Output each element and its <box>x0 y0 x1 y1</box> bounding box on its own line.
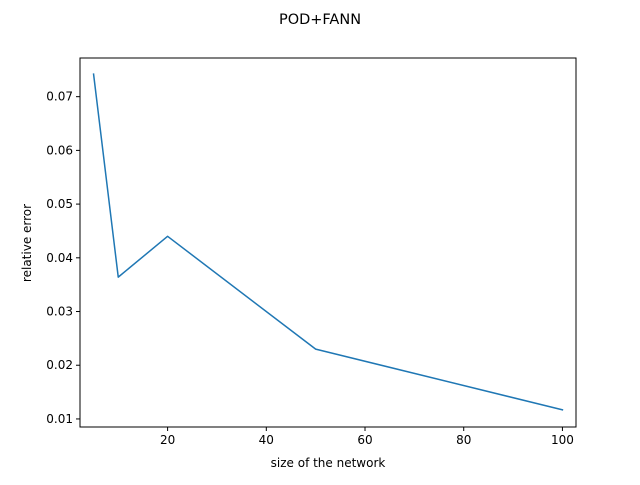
x-axis: 20 40 60 80 100 <box>160 427 574 447</box>
y-axis-label: relative error <box>20 204 34 282</box>
plot-frame <box>79 57 577 428</box>
y-tick-label: 0.01 <box>46 412 73 426</box>
x-tick-label: 60 <box>357 433 372 447</box>
x-axis-label: size of the network <box>271 456 386 470</box>
series-line <box>92 73 564 411</box>
x-tick-label: 80 <box>456 433 471 447</box>
y-tick-label: 0.03 <box>46 305 73 319</box>
x-tick-label: 100 <box>551 433 574 447</box>
y-tick-label: 0.06 <box>46 143 73 157</box>
x-tick-label: 20 <box>160 433 175 447</box>
y-tick-label: 0.02 <box>46 358 73 372</box>
y-tick-label: 0.04 <box>46 251 73 265</box>
x-tick-label: 40 <box>259 433 274 447</box>
chart-title: POD+FANN <box>279 12 361 28</box>
plot-series <box>92 73 564 411</box>
y-tick-label: 0.05 <box>46 197 73 211</box>
y-tick-label: 0.07 <box>46 90 73 104</box>
y-axis: 0.01 0.02 0.03 0.04 0.05 0.06 0.07 <box>46 90 80 426</box>
